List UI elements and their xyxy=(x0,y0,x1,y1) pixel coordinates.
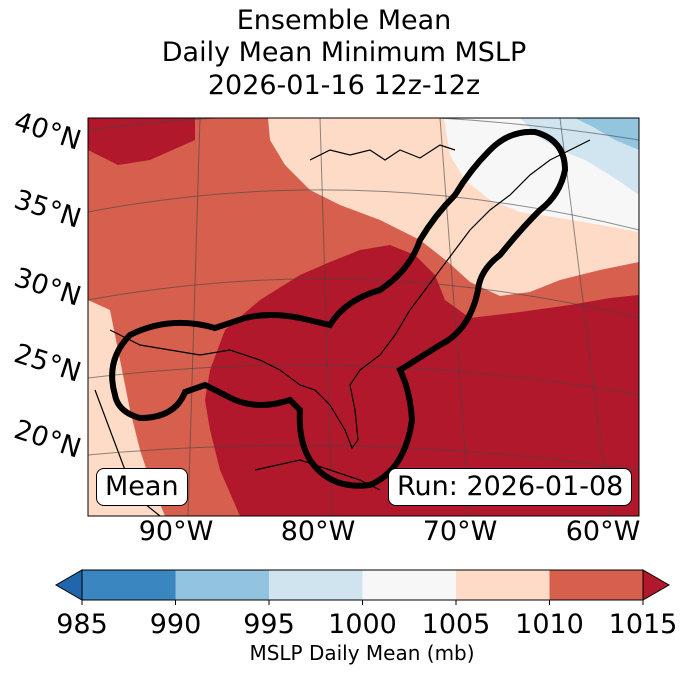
colorbar-tick-label-995: 995 xyxy=(243,609,295,640)
chart-title-line-3: 2026-01-16 12z-12z xyxy=(207,70,481,101)
field-1010-1015-northwest xyxy=(88,118,195,165)
lat-line-35 xyxy=(88,189,639,231)
lon-label-70: 70°W xyxy=(423,516,498,547)
colorbar-segment-995 xyxy=(269,570,363,600)
colorbar-tick-label-1015: 1015 xyxy=(609,609,678,640)
lon-line-80 xyxy=(319,118,333,516)
lat-line-30 xyxy=(88,278,639,319)
lat-label-20: 20°N xyxy=(10,414,84,465)
mean-label-box: Mean xyxy=(96,468,188,506)
lon-line-60 xyxy=(559,118,611,516)
colorbar-segment-985 xyxy=(82,570,176,600)
run-label-box: Run: 2026-01-08 xyxy=(388,468,633,506)
chart-title-line-2: Daily Mean Minimum MSLP xyxy=(161,37,527,68)
graticule xyxy=(88,118,639,516)
field-1005-1010-southwest xyxy=(88,300,165,516)
us-coastline xyxy=(109,139,591,450)
lon-label-80: 80°W xyxy=(281,516,356,547)
lat-line-25 xyxy=(88,364,639,396)
colorbar-segment-1010 xyxy=(549,570,643,600)
map-frame xyxy=(87,117,640,517)
field-990-995 xyxy=(575,118,639,150)
colorbar-extend-under xyxy=(54,569,83,601)
field-1010-1015-central xyxy=(205,245,639,516)
colorbar-label: MSLP Daily Mean (mb) xyxy=(249,641,474,665)
colorbar-tick-label-990: 990 xyxy=(150,609,202,640)
lat-label-35: 35°N xyxy=(10,184,84,235)
lat-label-30: 30°N xyxy=(10,262,84,313)
lat-label-40: 40°N xyxy=(10,106,84,157)
lat-line-20 xyxy=(88,444,639,471)
lon-line-70 xyxy=(439,118,471,516)
lon-label-60: 60°W xyxy=(566,516,641,547)
lon-label-90: 90°W xyxy=(139,516,214,547)
colorbar-tick-label-1005: 1005 xyxy=(422,609,491,640)
colorbar: 985 990 995 1000 1005 1010 1015 xyxy=(54,569,678,640)
track-outline-contour xyxy=(109,128,569,489)
lat-label-25: 25°N xyxy=(10,338,84,389)
chart-title-line-1: Ensemble Mean xyxy=(236,5,452,36)
colorbar-segment-1005 xyxy=(456,570,550,600)
great-lakes xyxy=(309,144,456,161)
colorbar-segment-1000 xyxy=(362,570,456,600)
colorbar-tick-label-1010: 1010 xyxy=(515,609,584,640)
colorbar-tick-label-1000: 1000 xyxy=(328,609,397,640)
colorbar-tick-label-985: 985 xyxy=(56,609,108,640)
colorbar-segment-990 xyxy=(175,570,269,600)
lon-line-90 xyxy=(187,118,201,516)
pressure-field xyxy=(88,118,639,516)
colorbar-extend-over xyxy=(642,569,671,601)
